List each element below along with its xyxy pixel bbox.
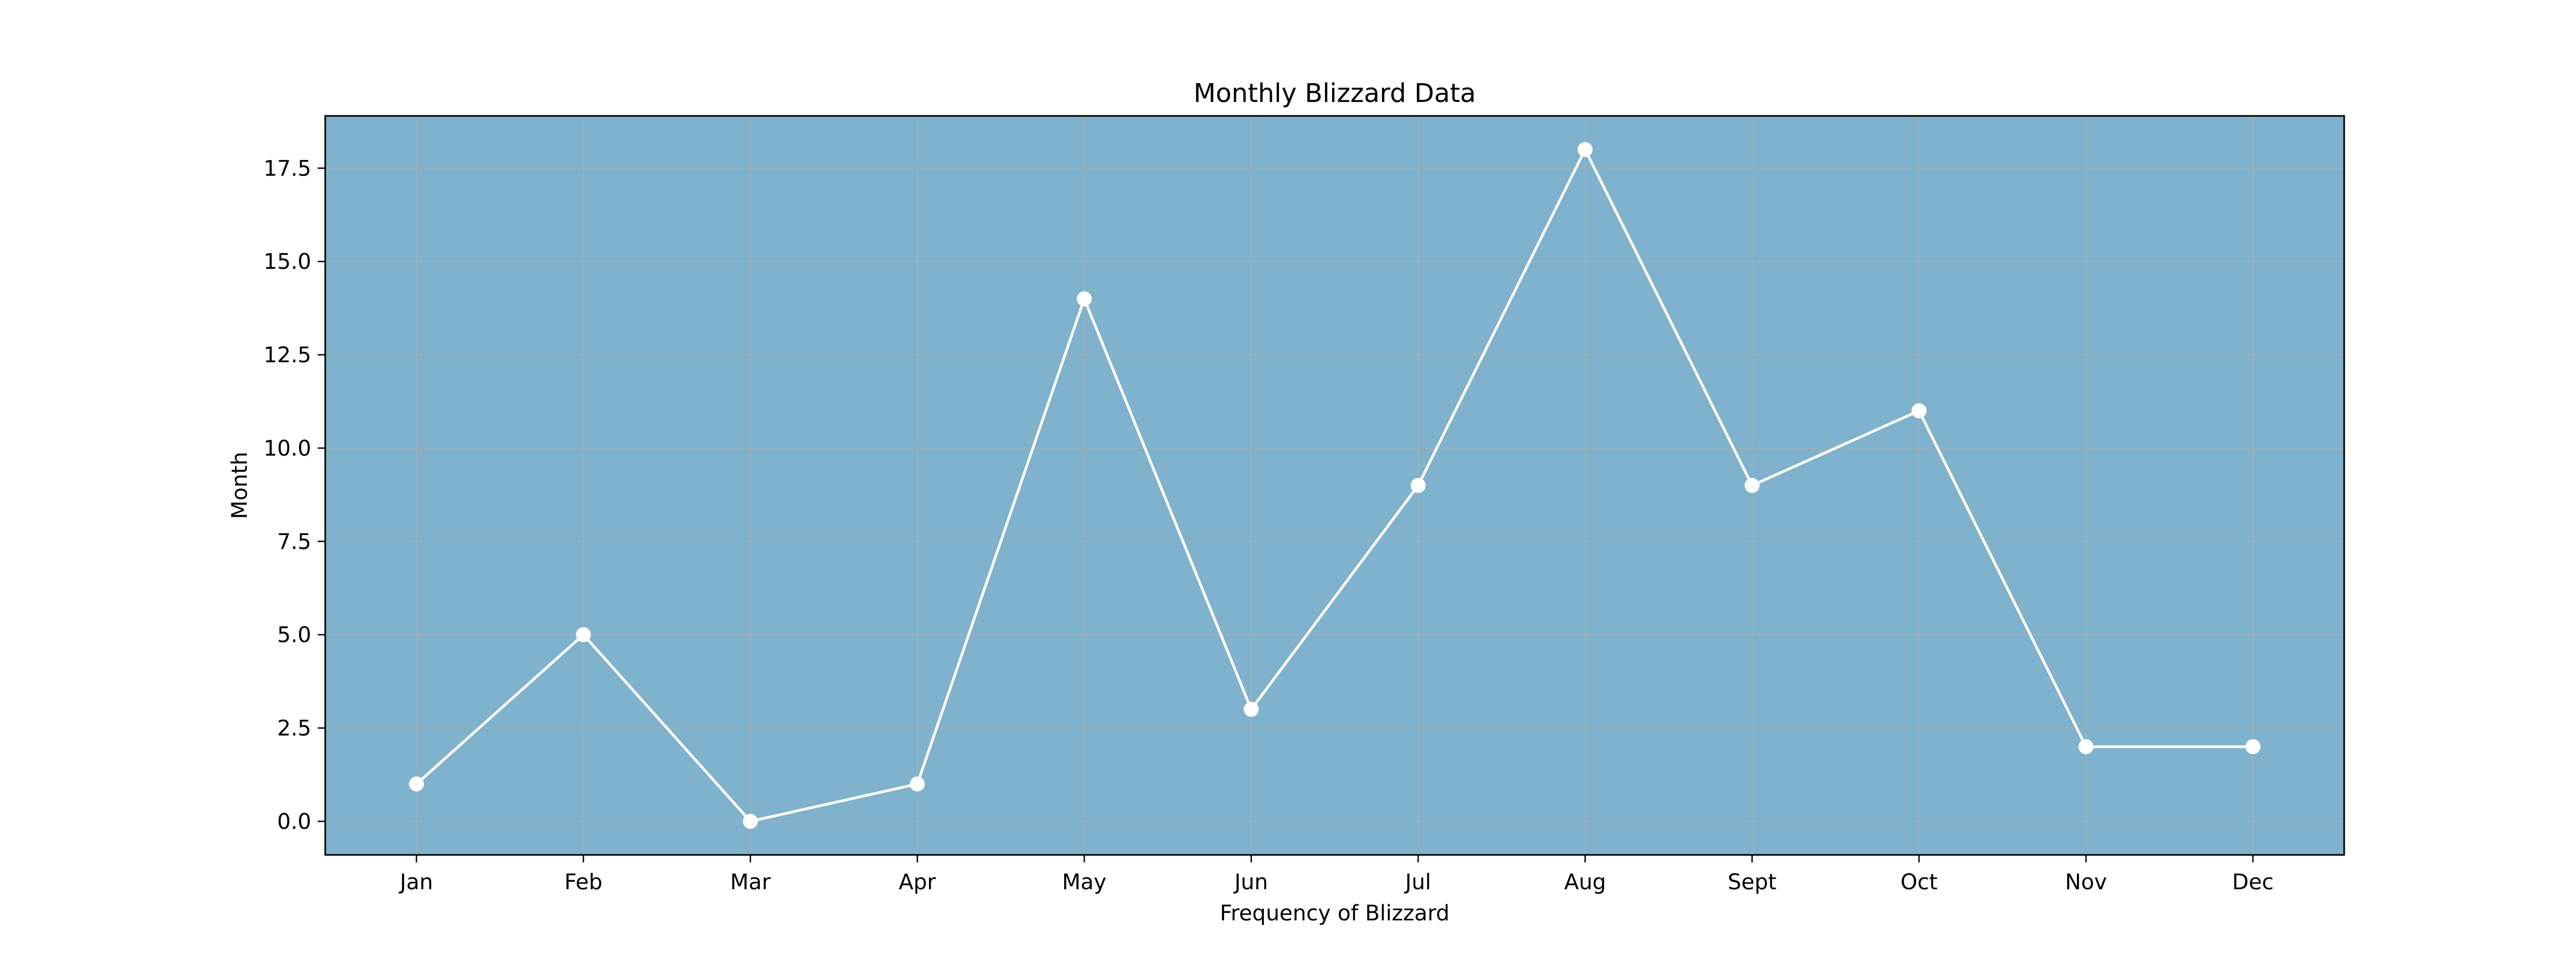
x-tick-label: Apr — [899, 870, 936, 895]
data-point — [910, 776, 925, 792]
data-point — [1077, 291, 1092, 306]
plot-frame — [324, 115, 2345, 856]
x-tick-label: Jan — [398, 870, 433, 895]
data-point — [1243, 701, 1259, 717]
x-tick-label: Aug — [1564, 870, 1606, 895]
x-tick-label: Sept — [1728, 870, 1776, 895]
y-tick-label: 10.0 — [264, 436, 311, 461]
x-tick-label: Oct — [1900, 870, 1937, 895]
x-tick-label: Feb — [565, 870, 603, 895]
x-tick-label: Jul — [1403, 870, 1431, 895]
x-tick-label: Dec — [2232, 870, 2273, 895]
y-tick-label: 5.0 — [277, 623, 311, 648]
y-tick-label: 2.5 — [277, 716, 311, 741]
data-point — [576, 627, 591, 642]
x-tick-label: Nov — [2065, 870, 2107, 895]
data-point — [743, 814, 758, 829]
data-point — [1577, 142, 1593, 157]
y-tick-label: 15.0 — [264, 250, 311, 274]
series-layer — [409, 142, 2260, 829]
x-tick-label: Jun — [1233, 870, 1268, 895]
y-tick-label: 12.5 — [264, 343, 311, 368]
x-tick-label: Mar — [730, 870, 771, 895]
x-axis-label: Frequency of Blizzard — [1220, 901, 1450, 926]
y-tick-label: 7.5 — [277, 530, 311, 554]
plot-area — [325, 116, 2344, 855]
x-tick-label: May — [1062, 870, 1107, 895]
series-line — [415, 148, 2253, 823]
grid — [325, 116, 2344, 855]
chart-title: Monthly Blizzard Data — [1194, 78, 1476, 108]
data-point — [2245, 739, 2260, 755]
y-tick-label: 17.5 — [264, 156, 311, 181]
y-tick-label: 0.0 — [277, 809, 311, 834]
ticks: Jan Feb Mar Apr May Jun Jul Aug Sept Oct Nov Dec 0.0… — [264, 156, 2274, 895]
data-point — [2078, 739, 2094, 755]
data-point — [1744, 478, 1760, 493]
data-point — [409, 776, 424, 792]
data-point — [1911, 403, 1927, 419]
y-axis-label: Month — [228, 452, 252, 519]
data-point — [1410, 478, 1426, 493]
